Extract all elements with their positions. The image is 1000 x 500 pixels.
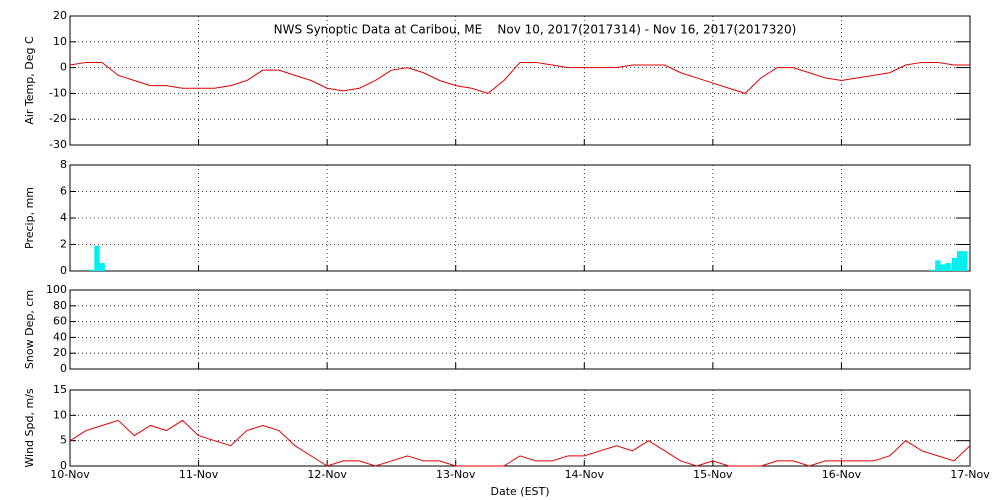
x-tick-label: 14-Nov [565, 468, 605, 481]
x-tick-label: 17-Nov [950, 468, 990, 481]
bar [940, 264, 946, 271]
y-tick-label: -10 [49, 86, 67, 99]
y-tick-label: 40 [53, 330, 67, 343]
y-tick-label: -20 [49, 112, 67, 125]
y-axis-label: Air Temp, Deg C [23, 36, 36, 125]
y-tick-label: 4 [60, 211, 67, 224]
x-tick-label: 16-Nov [822, 468, 862, 481]
x-tick-label: 13-Nov [436, 468, 476, 481]
y-axis-label: Snow Dep, cm [23, 290, 36, 369]
y-tick-label: 0 [60, 61, 67, 74]
y-tick-label: 20 [53, 346, 67, 359]
plot-frame [69, 389, 971, 467]
bar [94, 245, 100, 271]
y-tick-label: 15 [53, 383, 67, 396]
y-tick-label: 6 [60, 185, 67, 198]
y-tick-label: 0 [60, 459, 67, 472]
y-tick-label: -30 [49, 138, 67, 151]
y-tick-label: 10 [53, 35, 67, 48]
bar [945, 263, 951, 271]
y-tick-label: 0 [60, 362, 67, 375]
y-tick-label: 0 [60, 264, 67, 277]
bar [962, 251, 968, 271]
y-tick-label: 2 [60, 238, 67, 251]
bar [99, 263, 105, 271]
bar [89, 269, 95, 271]
data-line [69, 61, 970, 94]
chart-title: NWS Synoptic Data at Caribou, ME Nov 10,… [274, 23, 797, 37]
bar [930, 269, 936, 271]
plot-frame [69, 289, 971, 370]
x-tick-label: 15-Nov [693, 468, 733, 481]
y-axis-label: Precip, mm [23, 187, 36, 249]
x-tick-label: 10-Nov [50, 468, 90, 481]
y-tick-label: 10 [53, 408, 67, 421]
bar [935, 260, 941, 271]
x-tick-label: 11-Nov [179, 468, 219, 481]
y-axis-label: Wind Spd, m/s [23, 388, 36, 468]
x-axis-label: Date (EST) [490, 485, 549, 498]
x-tick-label: 12-Nov [307, 468, 347, 481]
y-tick-label: 60 [53, 315, 67, 328]
plot-frame [69, 164, 971, 272]
bar [951, 257, 958, 271]
y-tick-label: 20 [53, 9, 67, 22]
y-tick-label: 80 [53, 299, 67, 312]
bar [957, 251, 963, 271]
y-tick-label: 100 [46, 283, 67, 296]
data-line [69, 419, 971, 467]
y-tick-label: 8 [60, 158, 67, 171]
plot-frame [69, 15, 971, 146]
y-tick-label: 5 [60, 434, 67, 447]
